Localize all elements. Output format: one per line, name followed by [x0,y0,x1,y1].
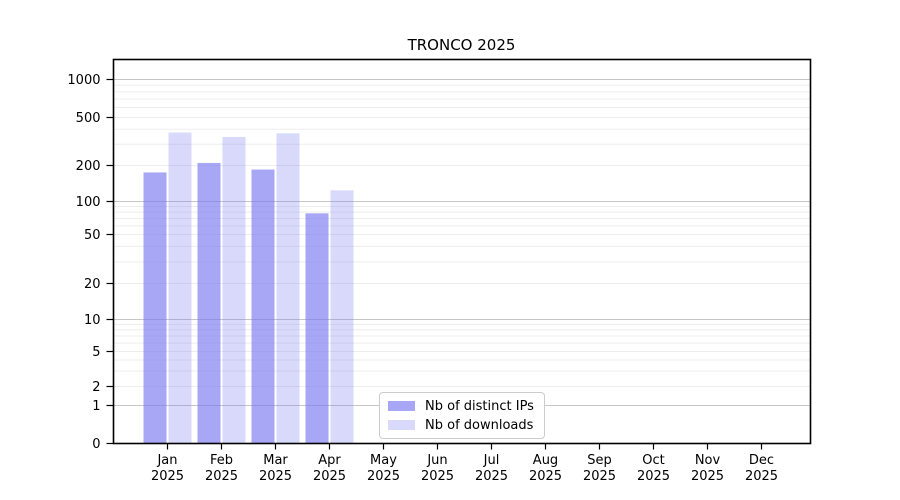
x-tick-label: Nov 2025 [691,453,724,484]
bar-distinct-ips [197,162,221,444]
x-tick-label: May 2025 [367,453,400,484]
legend-label-downloads: Nb of downloads [425,417,534,433]
bar-downloads [276,133,300,444]
y-tick-label: 2 [92,380,100,395]
bar-distinct-ips [251,169,275,444]
x-tick-label: Oct 2025 [637,453,670,484]
x-tick-label: Aug 2025 [529,453,562,484]
x-tick-label: Dec 2025 [745,453,778,484]
y-tick-label: 200 [76,159,101,174]
legend-item-downloads: Nb of downloads [388,417,534,433]
plot-border [112,58,812,445]
x-tick-label: Sep 2025 [583,453,616,484]
y-tick-label: 5 [92,345,100,360]
x-tick-label: Jan 2025 [151,453,184,484]
legend: Nb of distinct IPs Nb of downloads [379,392,545,439]
x-tick-label: Jun 2025 [421,453,454,484]
bar-downloads [222,136,246,444]
chart-title: TRONCO 2025 [407,36,516,54]
bar-distinct-ips [143,172,167,444]
y-tick-label: 100 [76,195,101,210]
bar-downloads [168,132,192,444]
legend-swatch-distinct-ips [388,401,415,411]
y-tick-label: 10 [84,313,101,328]
x-tick-label: Feb 2025 [205,453,238,484]
y-tick-label: 0 [92,437,100,452]
bar-downloads [330,190,354,444]
y-tick-label: 20 [84,277,101,292]
y-tick-label: 500 [76,111,101,126]
legend-swatch-downloads [388,420,415,430]
legend-label-distinct-ips: Nb of distinct IPs [425,398,534,414]
y-tick-label: 1000 [67,73,100,88]
x-tick-label: Mar 2025 [259,453,292,484]
y-tick-label: 50 [84,228,101,243]
x-tick-label: Jul 2025 [475,453,508,484]
legend-item-distinct-ips: Nb of distinct IPs [388,398,534,414]
bar-distinct-ips [305,213,329,444]
x-tick-label: Apr 2025 [313,453,346,484]
y-tick-label: 1 [92,399,100,414]
